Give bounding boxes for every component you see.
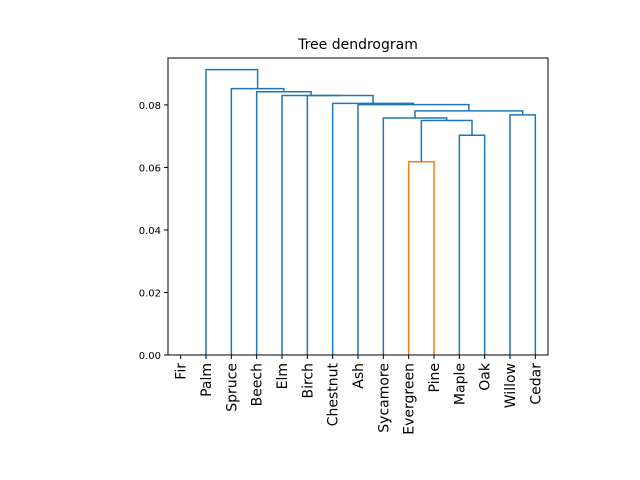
leaf-label-elm: Elm <box>275 363 291 389</box>
dendrogram-link-11 <box>230 87 285 355</box>
y-tick-label: 0.04 <box>139 226 161 237</box>
y-tick-label: 0.02 <box>139 288 161 299</box>
y-tick-label: 0.08 <box>139 101 161 112</box>
leaf-label-birch: Birch <box>300 363 316 399</box>
dendrogram-link-1 <box>458 134 486 355</box>
dendrogram-link-9 <box>281 94 341 355</box>
dendrogram-link-0 <box>407 161 435 355</box>
dendrogram-link-7 <box>331 102 415 355</box>
dendrogram-link-4 <box>509 114 537 355</box>
y-tick-label: 0.00 <box>139 351 161 362</box>
leaf-label-palm: Palm <box>199 363 215 397</box>
leaf-label-ash: Ash <box>351 363 367 389</box>
dendrogram-link-6 <box>357 103 470 355</box>
y-tick-label: 0.06 <box>139 163 161 174</box>
leaf-label-sycamore: Sycamore <box>376 363 392 433</box>
dendrogram-link-2 <box>420 119 473 162</box>
leaf-label-beech: Beech <box>250 363 266 406</box>
chart-title: Tree dendrogram <box>297 37 418 53</box>
leaf-label-spruce: Spruce <box>224 363 240 412</box>
dendrogram-link-12 <box>205 68 259 355</box>
leaf-label-fir: Fir <box>174 363 190 380</box>
leaf-label-willow: Willow <box>503 363 519 408</box>
leaf-label-cedar: Cedar <box>528 363 544 405</box>
leaf-label-evergreen: Evergreen <box>402 363 418 435</box>
dendrogram-links <box>205 68 537 355</box>
y-axis: 0.00 0.02 0.04 0.06 0.08 <box>139 101 168 362</box>
dendrogram-link-8 <box>306 94 374 355</box>
x-axis: Fir Palm Spruce Beech Elm Birch Chestnut Ash Syc… <box>174 355 544 435</box>
dendrogram-link-10 <box>255 91 312 355</box>
dendrogram-link-3 <box>382 117 448 355</box>
leaf-label-chestnut: Chestnut <box>326 362 342 426</box>
leaf-label-pine: Pine <box>427 363 443 393</box>
leaf-label-maple: Maple <box>452 363 468 405</box>
dendrogram-link-5 <box>414 110 524 119</box>
leaf-label-oak: Oak <box>478 362 494 391</box>
